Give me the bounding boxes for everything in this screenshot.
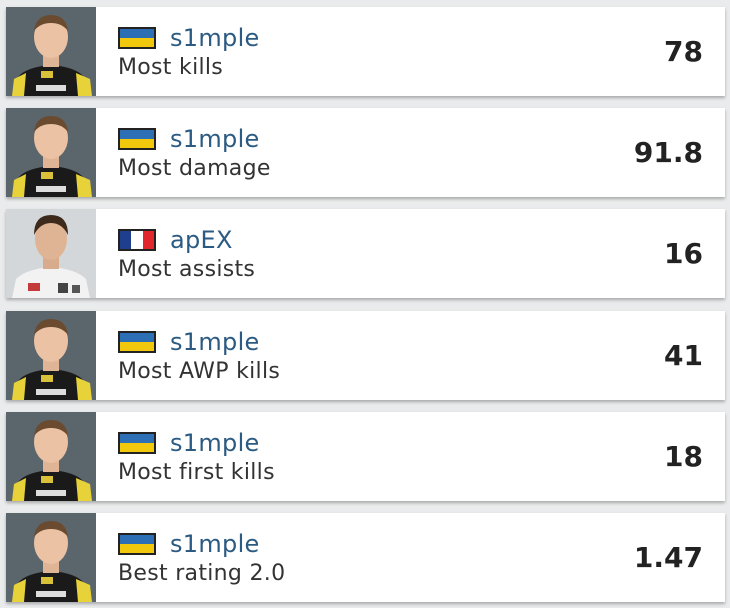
- player-line: s1mple: [118, 529, 725, 559]
- france-flag-icon: [118, 229, 156, 251]
- stat-value: 78: [664, 35, 703, 68]
- player-portrait-icon: [6, 311, 96, 400]
- player-name-link[interactable]: apEX: [170, 226, 233, 254]
- player-portrait-icon: [6, 7, 96, 96]
- stat-leader-card: apEX Most assists 16: [6, 209, 725, 298]
- stat-label: Best rating 2.0: [118, 561, 286, 586]
- stat-info: s1mple Most damage: [96, 108, 725, 197]
- stat-leader-card: s1mple Most AWP kills 41: [6, 311, 725, 400]
- player-photo[interactable]: [6, 209, 96, 298]
- stat-info: s1mple Best rating 2.0: [96, 513, 725, 602]
- player-line: s1mple: [118, 23, 725, 53]
- stat-leader-card: s1mple Most damage 91.8: [6, 108, 725, 197]
- player-name-link[interactable]: s1mple: [170, 24, 260, 52]
- ukraine-flag-icon: [118, 432, 156, 454]
- player-photo[interactable]: [6, 412, 96, 501]
- stat-value: 1.47: [633, 541, 703, 574]
- ukraine-flag-icon: [118, 331, 156, 353]
- stat-leader-card: s1mple Best rating 2.0 1.47: [6, 513, 725, 602]
- player-line: s1mple: [118, 327, 725, 357]
- stat-label: Most AWP kills: [118, 359, 281, 384]
- stat-info: apEX Most assists: [96, 209, 725, 298]
- player-portrait-icon: [6, 513, 96, 602]
- player-name-link[interactable]: s1mple: [170, 530, 260, 558]
- stat-value: 18: [664, 440, 703, 473]
- player-line: s1mple: [118, 124, 725, 154]
- stat-leader-card: s1mple Most first kills 18: [6, 412, 725, 501]
- player-name-link[interactable]: s1mple: [170, 125, 260, 153]
- player-photo[interactable]: [6, 108, 96, 197]
- stat-value: 16: [664, 237, 703, 270]
- player-name-link[interactable]: s1mple: [170, 429, 260, 457]
- ukraine-flag-icon: [118, 128, 156, 150]
- player-photo[interactable]: [6, 311, 96, 400]
- stat-info: s1mple Most kills: [96, 7, 725, 96]
- stat-label: Most damage: [118, 156, 271, 181]
- player-portrait-icon: [6, 108, 96, 197]
- player-photo[interactable]: [6, 7, 96, 96]
- stat-leader-card: s1mple Most kills 78: [6, 7, 725, 96]
- stat-value: 91.8: [633, 136, 703, 169]
- stat-label: Most first kills: [118, 460, 275, 485]
- stat-value: 41: [664, 339, 703, 372]
- ukraine-flag-icon: [118, 27, 156, 49]
- stat-info: s1mple Most first kills: [96, 412, 725, 501]
- player-line: apEX: [118, 225, 725, 255]
- player-portrait-icon: [6, 209, 96, 298]
- player-line: s1mple: [118, 428, 725, 458]
- stat-label: Most kills: [118, 55, 224, 80]
- player-name-link[interactable]: s1mple: [170, 328, 260, 356]
- player-photo[interactable]: [6, 513, 96, 602]
- ukraine-flag-icon: [118, 533, 156, 555]
- stat-info: s1mple Most AWP kills: [96, 311, 725, 400]
- stat-label: Most assists: [118, 257, 256, 282]
- player-portrait-icon: [6, 412, 96, 501]
